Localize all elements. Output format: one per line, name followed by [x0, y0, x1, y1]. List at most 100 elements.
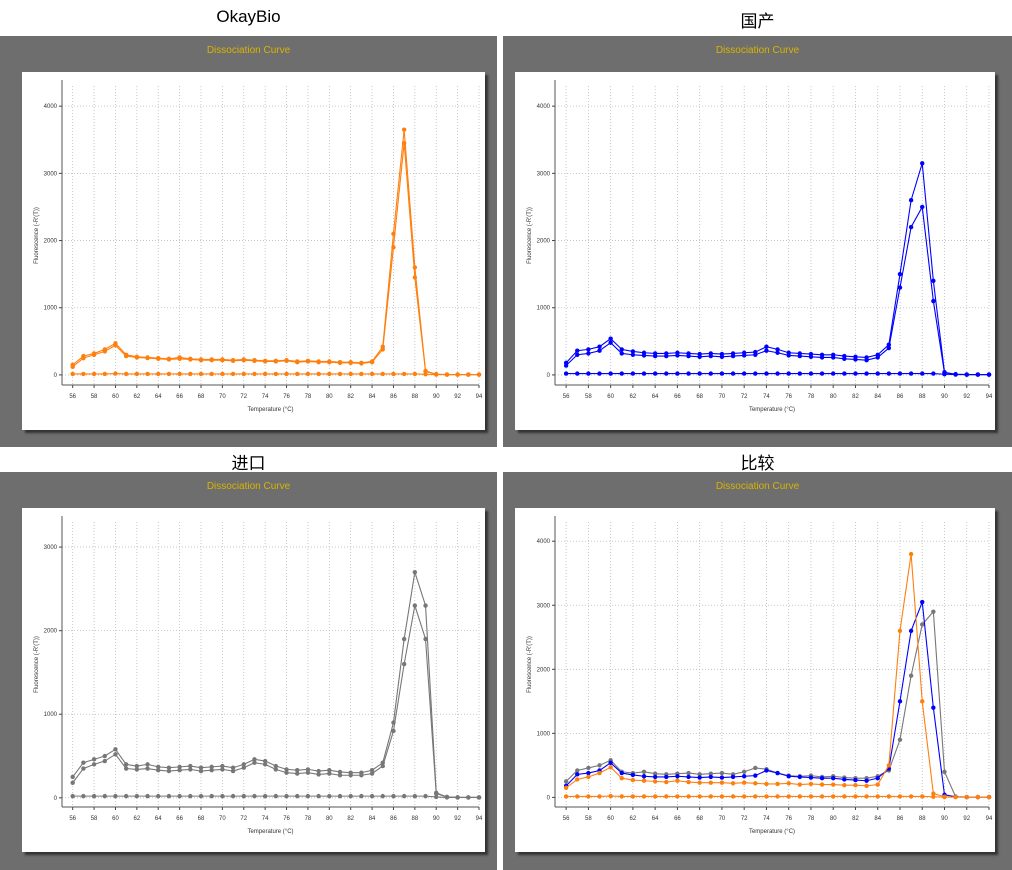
data-point: [652, 779, 658, 784]
data-point: [295, 768, 300, 773]
data-point: [198, 765, 204, 770]
x-tick-label: 68: [198, 394, 205, 400]
y-axis-label: Fluorescence (-R'(T)): [527, 207, 533, 264]
x-tick-label: 76: [283, 816, 290, 822]
data-point: [897, 371, 903, 376]
data-point: [819, 794, 825, 799]
data-point: [177, 768, 182, 773]
data-point: [434, 372, 439, 377]
x-tick-label: 94: [476, 394, 483, 400]
data-point: [284, 358, 289, 364]
data-point: [412, 569, 418, 575]
data-point: [764, 781, 769, 787]
data-point: [886, 371, 892, 376]
x-tick-label: 62: [630, 394, 637, 400]
data-point: [305, 371, 311, 377]
x-tick-label: 92: [963, 394, 970, 400]
data-point: [252, 757, 257, 762]
data-point: [262, 359, 268, 364]
data-point: [316, 768, 321, 774]
data-point: [81, 355, 86, 361]
data-point: [81, 793, 86, 799]
x-tick-label: 74: [763, 394, 770, 400]
chart-title: Dissociation Curve: [206, 481, 291, 492]
data-point: [412, 275, 418, 280]
y-axis-label: Fluorescence (-R'(T)): [34, 636, 40, 693]
data-point: [359, 793, 364, 799]
data-point: [764, 371, 769, 376]
data-point: [369, 793, 375, 799]
x-tick-label: 56: [563, 394, 570, 400]
data-point: [652, 353, 658, 359]
data-point: [808, 775, 814, 780]
data-point: [920, 161, 925, 166]
data-point: [305, 767, 311, 772]
data-point: [831, 775, 836, 781]
chart-title: Dissociation Curve: [206, 45, 291, 56]
data-point: [931, 609, 936, 614]
data-point: [608, 760, 613, 766]
data-point: [209, 357, 214, 363]
data-point: [630, 349, 636, 354]
y-tick-label: 4000: [537, 539, 551, 545]
data-point: [241, 765, 246, 770]
data-point: [70, 774, 75, 780]
data-point: [284, 767, 289, 772]
data-point: [597, 794, 602, 799]
data-point: [156, 793, 161, 799]
y-tick-label: 2000: [44, 629, 58, 635]
data-point: [348, 360, 353, 366]
data-point: [401, 140, 407, 146]
data-point: [775, 794, 780, 799]
data-point: [102, 753, 107, 759]
data-point: [908, 371, 914, 376]
data-point: [156, 768, 161, 773]
data-point: [697, 772, 702, 777]
series-line: [72, 143, 479, 376]
data-point: [230, 765, 236, 770]
data-point: [166, 371, 172, 377]
y-tick-label: 2000: [537, 667, 551, 673]
data-point: [908, 794, 914, 799]
data-point: [864, 778, 869, 783]
data-point: [942, 372, 947, 377]
data-point: [741, 780, 747, 785]
chart-svg: 56 58 60 62 64 66 68 70 72 74 76 78 80 82 84 86 88 90 92 94…: [527, 80, 993, 413]
data-point: [401, 371, 407, 377]
data-point: [391, 371, 396, 377]
data-point: [597, 763, 602, 768]
data-point: [753, 765, 758, 771]
data-point: [641, 794, 647, 799]
data-point: [786, 353, 791, 358]
x-tick-label: 78: [808, 394, 815, 400]
data-point: [145, 766, 150, 771]
data-point: [241, 357, 246, 363]
data-point: [730, 371, 736, 376]
x-tick-label: 76: [283, 394, 290, 400]
data-point: [391, 793, 396, 799]
data-point: [797, 371, 803, 376]
data-point: [730, 794, 736, 799]
data-point: [380, 763, 385, 769]
data-point: [273, 767, 279, 772]
x-tick-label: 66: [176, 394, 183, 400]
data-point: [741, 774, 747, 779]
data-point: [630, 794, 636, 799]
x-tick-label: 84: [369, 394, 376, 400]
data-point: [842, 783, 847, 788]
data-point: [586, 765, 591, 771]
data-point: [964, 372, 969, 377]
data-point: [563, 785, 569, 790]
data-point: [252, 793, 257, 799]
x-tick-label: 64: [652, 394, 659, 400]
data-point: [875, 782, 880, 787]
data-point: [920, 794, 925, 799]
x-tick-label: 80: [830, 816, 837, 822]
data-point: [563, 779, 569, 784]
data-point: [842, 356, 847, 361]
data-point: [641, 778, 647, 783]
data-point: [295, 371, 300, 377]
data-point: [931, 298, 936, 304]
data-point: [630, 772, 636, 778]
data-point: [831, 794, 836, 799]
